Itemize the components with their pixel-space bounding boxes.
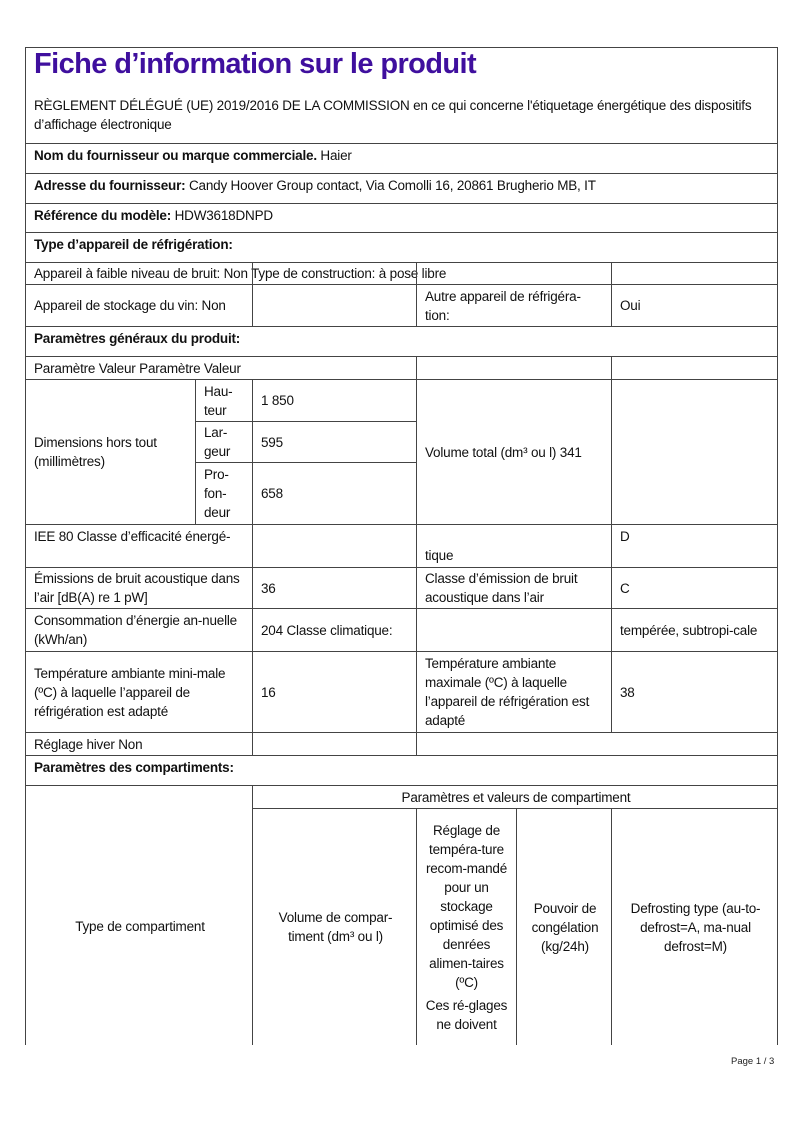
volume-total: Volume total (dm³ ou l) 341 — [416, 379, 611, 524]
iee-cont: tique — [416, 524, 611, 567]
depth-value: 658 — [252, 462, 416, 524]
supplier-row: Nom du fournisseur ou marque commerciale… — [25, 143, 777, 173]
param-header: Paramètre Valeur Paramètre Valeur — [25, 356, 416, 379]
empty-cell — [252, 732, 416, 755]
noise-label: Émissions de bruit acoustique dans l’air… — [25, 567, 252, 608]
page-title: Fiche d’information sur le produit — [34, 48, 477, 80]
empty-cell — [611, 356, 777, 379]
empty-cell — [252, 284, 416, 326]
address-row: Adresse du fournisseur: Candy Hoover Gro… — [25, 173, 777, 203]
compartment-volume-header: Volume de compar-timent (dm³ ou l) — [252, 808, 416, 1045]
model-label: Référence du modèle: — [34, 208, 172, 223]
empty-cell — [611, 379, 777, 524]
model-row: Référence du modèle: HDW3618DNPD — [25, 203, 777, 232]
temp-setting-text: Réglage de tempéra-ture recom-mandé pour… — [425, 822, 508, 990]
min-temp-value: 16 — [252, 651, 416, 732]
supplier-label: Nom du fournisseur ou marque commerciale… — [34, 148, 317, 163]
compartment-group-header: Paramètres et valeurs de compartiment — [252, 785, 777, 808]
header-cell — [25, 47, 777, 143]
depth-label: Pro-fon-deur — [195, 462, 252, 524]
max-temp-label: Température ambiante maximale (ºC) à laq… — [416, 651, 611, 732]
noise-class-value: C — [611, 567, 777, 608]
address-label: Adresse du fournisseur: — [34, 178, 186, 193]
type-heading: Type d’appareil de réfrigération: — [25, 232, 777, 262]
temp-setting-note: Ces ré-glages ne doivent — [425, 997, 508, 1032]
energy-label: Consommation d’énergie an-nuelle (kWh/an… — [25, 608, 252, 651]
supplier-value: Haier — [316, 148, 352, 163]
width-label: Lar-geur — [195, 421, 252, 462]
defrost-type-header: Defrosting type (au-to-defrost=A, ma-nua… — [611, 808, 777, 1045]
low-noise-cell: Appareil à faible niveau de bruit: Non T… — [25, 262, 446, 284]
empty-cell — [416, 356, 611, 379]
other-label: Autre appareil de réfrigéra-tion: — [416, 284, 611, 326]
noise-class-label: Classe d’émission de bruit acoustique da… — [416, 567, 611, 608]
min-temp-label: Température ambiante mini-male (ºC) à la… — [25, 651, 252, 732]
max-temp-value: 38 — [611, 651, 777, 732]
width-value: 595 — [252, 421, 416, 462]
empty-cell — [252, 262, 416, 284]
general-heading: Paramètres généraux du produit: — [25, 326, 777, 356]
height-label: Hau-teur — [195, 379, 252, 421]
other-value: Oui — [611, 284, 777, 326]
energy-value: 204 Classe climatique: — [252, 608, 416, 651]
empty-cell — [611, 262, 777, 284]
noise-value: 36 — [252, 567, 416, 608]
table-right-border — [777, 47, 778, 1045]
empty-cell — [416, 262, 611, 284]
freezing-capacity-header: Pouvoir de congélation (kg/24h) — [516, 808, 611, 1045]
empty-cell — [416, 608, 611, 651]
climate-class-value: tempérée, subtropi-cale — [611, 608, 777, 651]
energy-class-value: D — [611, 524, 777, 567]
model-value: HDW3618DNPD — [171, 208, 274, 223]
height-value: 1 850 — [252, 379, 416, 421]
winter-setting: Réglage hiver Non — [25, 732, 252, 755]
wine-cell: Appareil de stockage du vin: Non — [25, 284, 252, 326]
empty-cell — [252, 524, 416, 567]
temp-setting-header: Réglage de tempéra-ture recom-mandé pour… — [416, 808, 516, 1045]
compartment-type-header: Type de compartiment — [25, 785, 252, 1045]
regulation-text: RÈGLEMENT DÉLÉGUÉ (UE) 2019/2016 DE LA C… — [34, 98, 752, 132]
address-value: Candy Hoover Group contact, Via Comolli … — [185, 178, 596, 193]
page-number: Page 1 / 3 — [731, 1056, 775, 1067]
dimensions-label: Dimensions hors tout (millimètres) — [25, 379, 195, 524]
empty-cell — [416, 732, 777, 755]
compartments-heading: Paramètres des compartiments: — [25, 755, 777, 785]
iee-label: IEE 80 Classe d’efficacité énergé- — [25, 524, 252, 567]
